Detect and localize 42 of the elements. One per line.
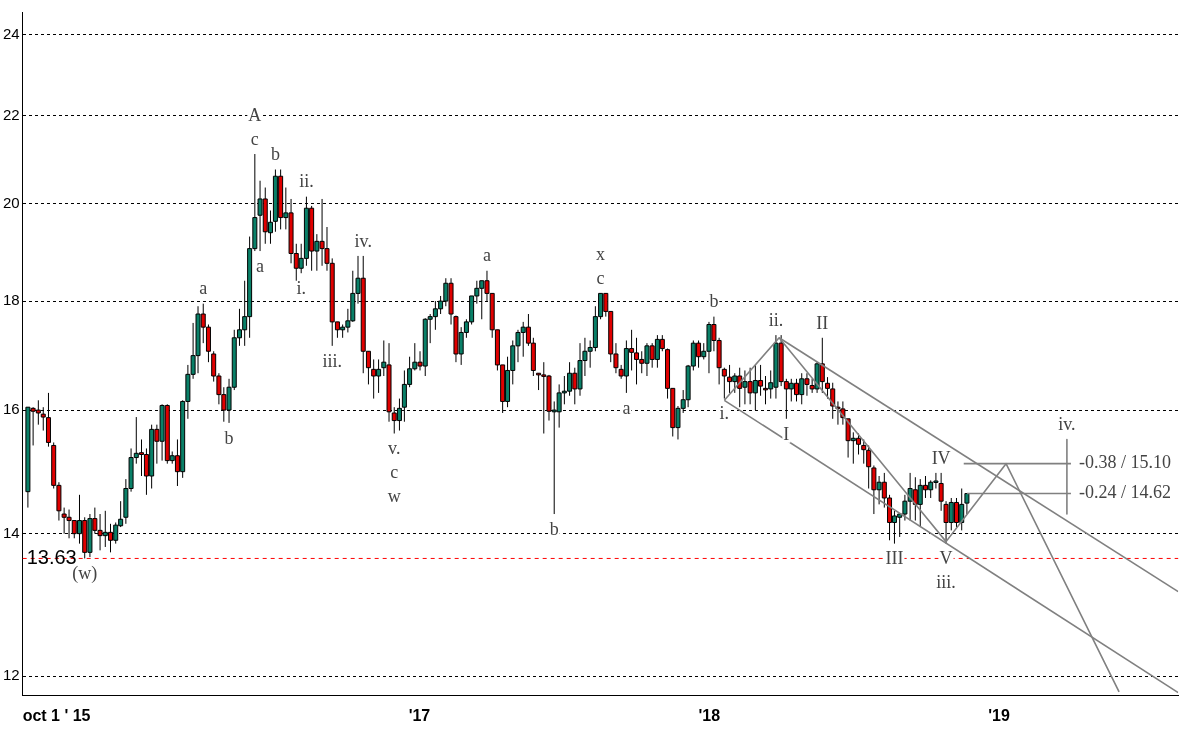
y-tick-label: 20 bbox=[3, 193, 20, 211]
annotation: iii. bbox=[322, 350, 342, 371]
annotation: x bbox=[596, 244, 606, 265]
annotation: a bbox=[622, 397, 631, 418]
annotation: iii. bbox=[936, 572, 956, 593]
annotation: -0.24 / 14.62 bbox=[1078, 482, 1171, 503]
annotation: i. bbox=[719, 403, 730, 424]
annotation: -0.38 / 15.10 bbox=[1078, 452, 1171, 473]
annotation: I bbox=[783, 423, 790, 444]
y-tick-label: 22 bbox=[3, 105, 20, 123]
annotation: (w) bbox=[72, 563, 98, 585]
annotation: iv. bbox=[1058, 414, 1076, 435]
annotation: IV bbox=[931, 447, 951, 468]
annotation: b bbox=[224, 427, 234, 448]
x-tick-label: '19 bbox=[988, 706, 1010, 724]
annotation: A bbox=[248, 104, 262, 125]
annotation: a bbox=[256, 255, 265, 276]
annotation: II bbox=[816, 312, 829, 333]
annotation: b bbox=[549, 518, 559, 539]
annotation: b bbox=[270, 144, 280, 165]
annotation: ii. bbox=[299, 171, 314, 192]
y-tick-label: 14 bbox=[3, 523, 20, 541]
annotation: v. bbox=[388, 438, 401, 459]
annotation: c bbox=[250, 128, 259, 149]
annotation: c bbox=[390, 462, 399, 483]
annotation: c bbox=[596, 268, 605, 289]
annotation: i. bbox=[296, 277, 306, 298]
annotation: a bbox=[199, 278, 208, 299]
annotation: iv. bbox=[354, 230, 372, 251]
x-tick-label: oct 1 ' 15 bbox=[22, 706, 91, 724]
annotation: V bbox=[939, 548, 953, 569]
annotation: III bbox=[885, 548, 904, 569]
y-tick-label: 24 bbox=[3, 24, 20, 42]
y-tick-label: 18 bbox=[3, 291, 20, 309]
y-tick-label: 12 bbox=[3, 666, 20, 684]
x-tick-label: '17 bbox=[408, 706, 431, 724]
annotation: w bbox=[387, 486, 401, 507]
x-tick-label: '18 bbox=[698, 706, 721, 724]
annotation: a bbox=[482, 245, 491, 266]
y-tick-label: 16 bbox=[3, 400, 20, 418]
annotation: ii. bbox=[768, 309, 784, 330]
annotation: b bbox=[709, 291, 719, 312]
